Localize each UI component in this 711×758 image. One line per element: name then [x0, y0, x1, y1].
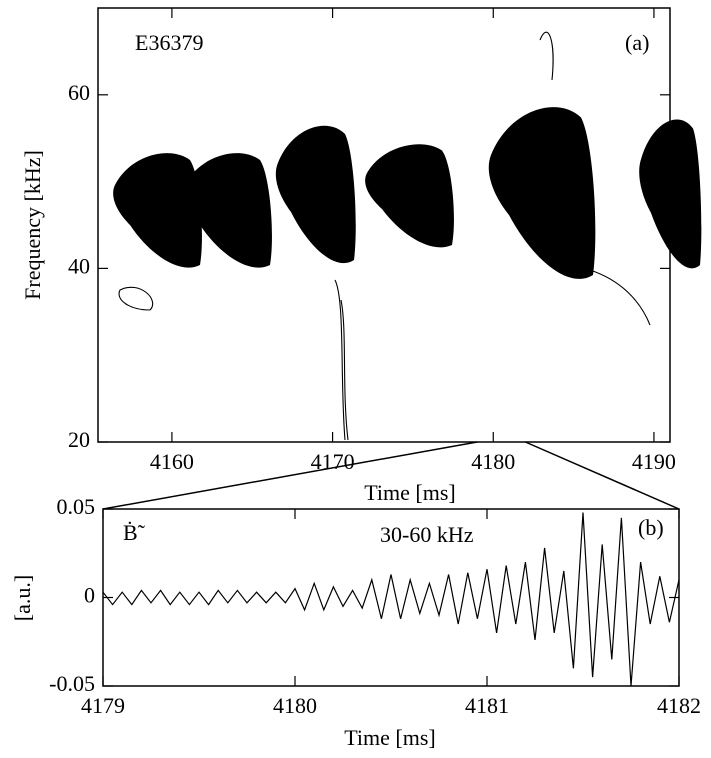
panel-label: (b): [638, 515, 664, 540]
zoom-line: [525, 441, 680, 510]
x-axis-title: Time [ms]: [344, 725, 435, 750]
signal-line: [102, 512, 680, 687]
y-tick-label: -0.05: [49, 671, 95, 696]
band-label: 30-60 kHz: [380, 522, 474, 547]
contours: [113, 31, 702, 441]
signal-label: Ḃ̃: [123, 520, 146, 545]
zoom-line: [102, 441, 478, 510]
x-tick-label: 4180: [273, 693, 317, 718]
plot-frame: [97, 7, 671, 443]
y-axis-title: [a.u.]: [10, 575, 35, 621]
x-axis-title: Time [ms]: [364, 480, 455, 505]
y-tick-label: 20: [68, 427, 90, 452]
panel-label: (a): [625, 30, 649, 55]
shot-label: E36379: [135, 30, 203, 55]
x-tick-label: 4181: [465, 693, 509, 718]
x-tick-label: 4180: [471, 449, 515, 474]
x-tick-label: 4160: [150, 449, 194, 474]
x-tick-label: 4182: [657, 693, 701, 718]
y-tick-label: 60: [68, 80, 90, 105]
y-axis-title: Frequency [kHz]: [20, 150, 45, 300]
x-tick-label: 4179: [81, 693, 125, 718]
y-tick-label: 0.05: [57, 494, 96, 519]
x-tick-label: 4190: [632, 449, 676, 474]
y-tick-label: 0: [84, 583, 95, 608]
y-tick-label: 40: [68, 253, 90, 278]
